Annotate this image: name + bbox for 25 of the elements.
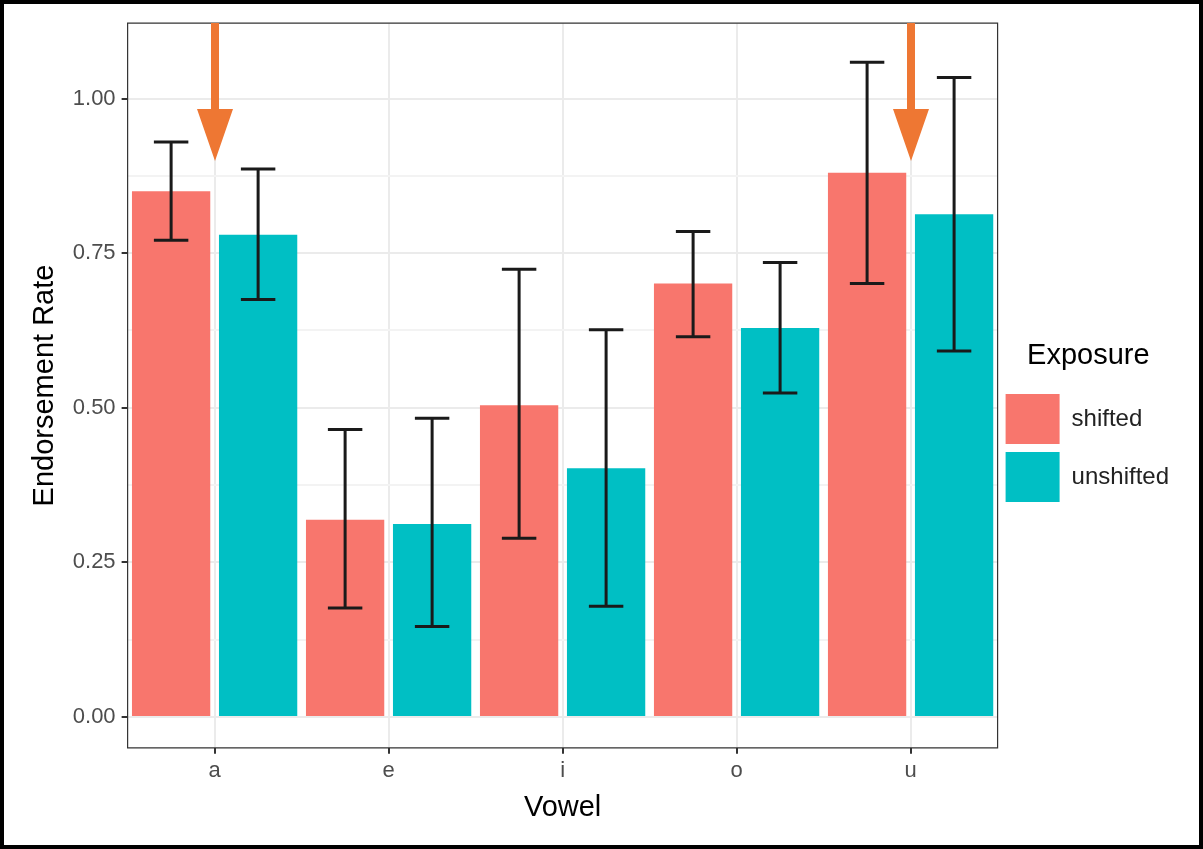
bar — [218, 234, 298, 716]
y-tick-label: 0.50 — [72, 393, 116, 419]
bar — [827, 172, 907, 716]
x-tick-label: a — [208, 757, 222, 783]
x-tick-label: i — [560, 757, 566, 783]
bar — [566, 468, 646, 716]
bar — [914, 214, 994, 716]
y-tick-label: 0.00 — [72, 702, 116, 728]
y-tick-label: 0.25 — [72, 548, 116, 574]
legend-label: shifted — [1071, 403, 1143, 431]
y-axis-title: Endorsement Rate — [27, 264, 60, 507]
x-tick-label: o — [730, 757, 743, 783]
x-tick-label: u — [904, 757, 917, 783]
bar — [305, 519, 385, 716]
bar — [653, 283, 733, 716]
y-tick-label: 0.75 — [72, 239, 116, 265]
legend-label: unshifted — [1071, 461, 1169, 489]
y-tick-label: 1.00 — [72, 84, 116, 110]
legend-title: Exposure — [1027, 337, 1150, 370]
bar — [392, 523, 472, 716]
bar — [479, 405, 559, 716]
x-tick-label: e — [382, 757, 395, 783]
x-axis-title: Vowel — [523, 789, 602, 822]
bar — [131, 191, 211, 716]
bar — [740, 328, 820, 716]
